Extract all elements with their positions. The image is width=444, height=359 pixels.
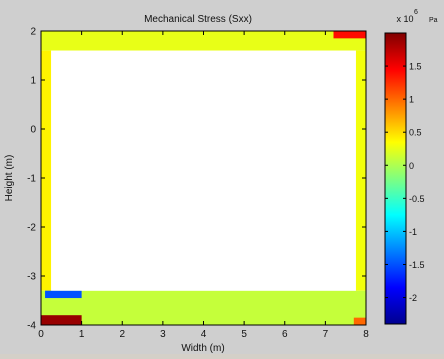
- colorbar-tick-label: -2: [409, 293, 417, 303]
- main-axes: 0 1 2 3 4 5 6 7 8 2 1 0 -1 -2 -3 -4: [27, 27, 369, 341]
- region-hot-spot-bottom-right: [353, 317, 366, 325]
- region-hot-spot-top-right: [333, 31, 366, 39]
- region-hot-spot-bottom-left: [41, 315, 82, 325]
- colorbar-tick-label: -1.5: [409, 260, 425, 270]
- region-void: [51, 50, 356, 291]
- region-frame-left-band: [41, 50, 52, 291]
- colorbar-tick-label: 1: [409, 95, 414, 105]
- colorbar-scale-label: x 10: [396, 14, 413, 24]
- colorbar-unit: Pa: [429, 17, 438, 24]
- x-tick-label: 2: [119, 329, 125, 340]
- x-tick-label: 5: [241, 329, 247, 340]
- y-tick-label: -2: [27, 223, 36, 234]
- x-tick-label: 3: [160, 329, 166, 340]
- colorbar-tick-label: 0: [409, 161, 414, 171]
- region-cold-spot-bottom-left-inner: [45, 290, 82, 299]
- region-frame-top-band: [41, 31, 366, 51]
- x-tick-label: 1: [79, 329, 85, 340]
- colorbar-tick-label: -1: [409, 227, 417, 237]
- region-frame-bottom-band: [41, 290, 366, 325]
- colorbar: 1.5 1 0.5 0 -0.5 -1 -1.5 -2 x 10 6 Pa: [384, 9, 438, 325]
- x-tick-label: 4: [201, 329, 207, 340]
- y-tick-label: -1: [27, 174, 36, 185]
- colorbar-tick-label: 1.5: [409, 62, 422, 72]
- x-tick-label: 0: [38, 329, 44, 340]
- x-tick-label: 6: [282, 329, 288, 340]
- stress-field: [41, 31, 366, 325]
- chart-title: Mechanical Stress (Sxx): [144, 14, 252, 25]
- colorbar-gradient: [384, 32, 407, 325]
- y-tick-label: 1: [30, 76, 36, 87]
- x-axis-ticks: 0 1 2 3 4 5 6 7 8: [38, 31, 369, 340]
- y-tick-label: 2: [30, 27, 36, 38]
- x-axis-label: Width (m): [181, 343, 224, 354]
- y-axis-label: Height (m): [4, 155, 15, 202]
- x-tick-label: 8: [363, 329, 369, 340]
- y-axis-ticks: 2 1 0 -1 -2 -3 -4: [27, 27, 366, 332]
- region-frame-right-band: [355, 50, 366, 291]
- y-tick-label: 0: [30, 125, 36, 136]
- colorbar-ticks: 1.5 1 0.5 0 -0.5 -1 -1.5 -2: [385, 62, 425, 303]
- y-tick-label: -4: [27, 321, 36, 332]
- y-tick-label: -3: [27, 272, 36, 283]
- colorbar-tick-label: -0.5: [409, 194, 425, 204]
- colorbar-exponent: 6: [414, 9, 418, 16]
- x-tick-label: 7: [323, 329, 329, 340]
- colorbar-tick-label: 0.5: [409, 128, 422, 138]
